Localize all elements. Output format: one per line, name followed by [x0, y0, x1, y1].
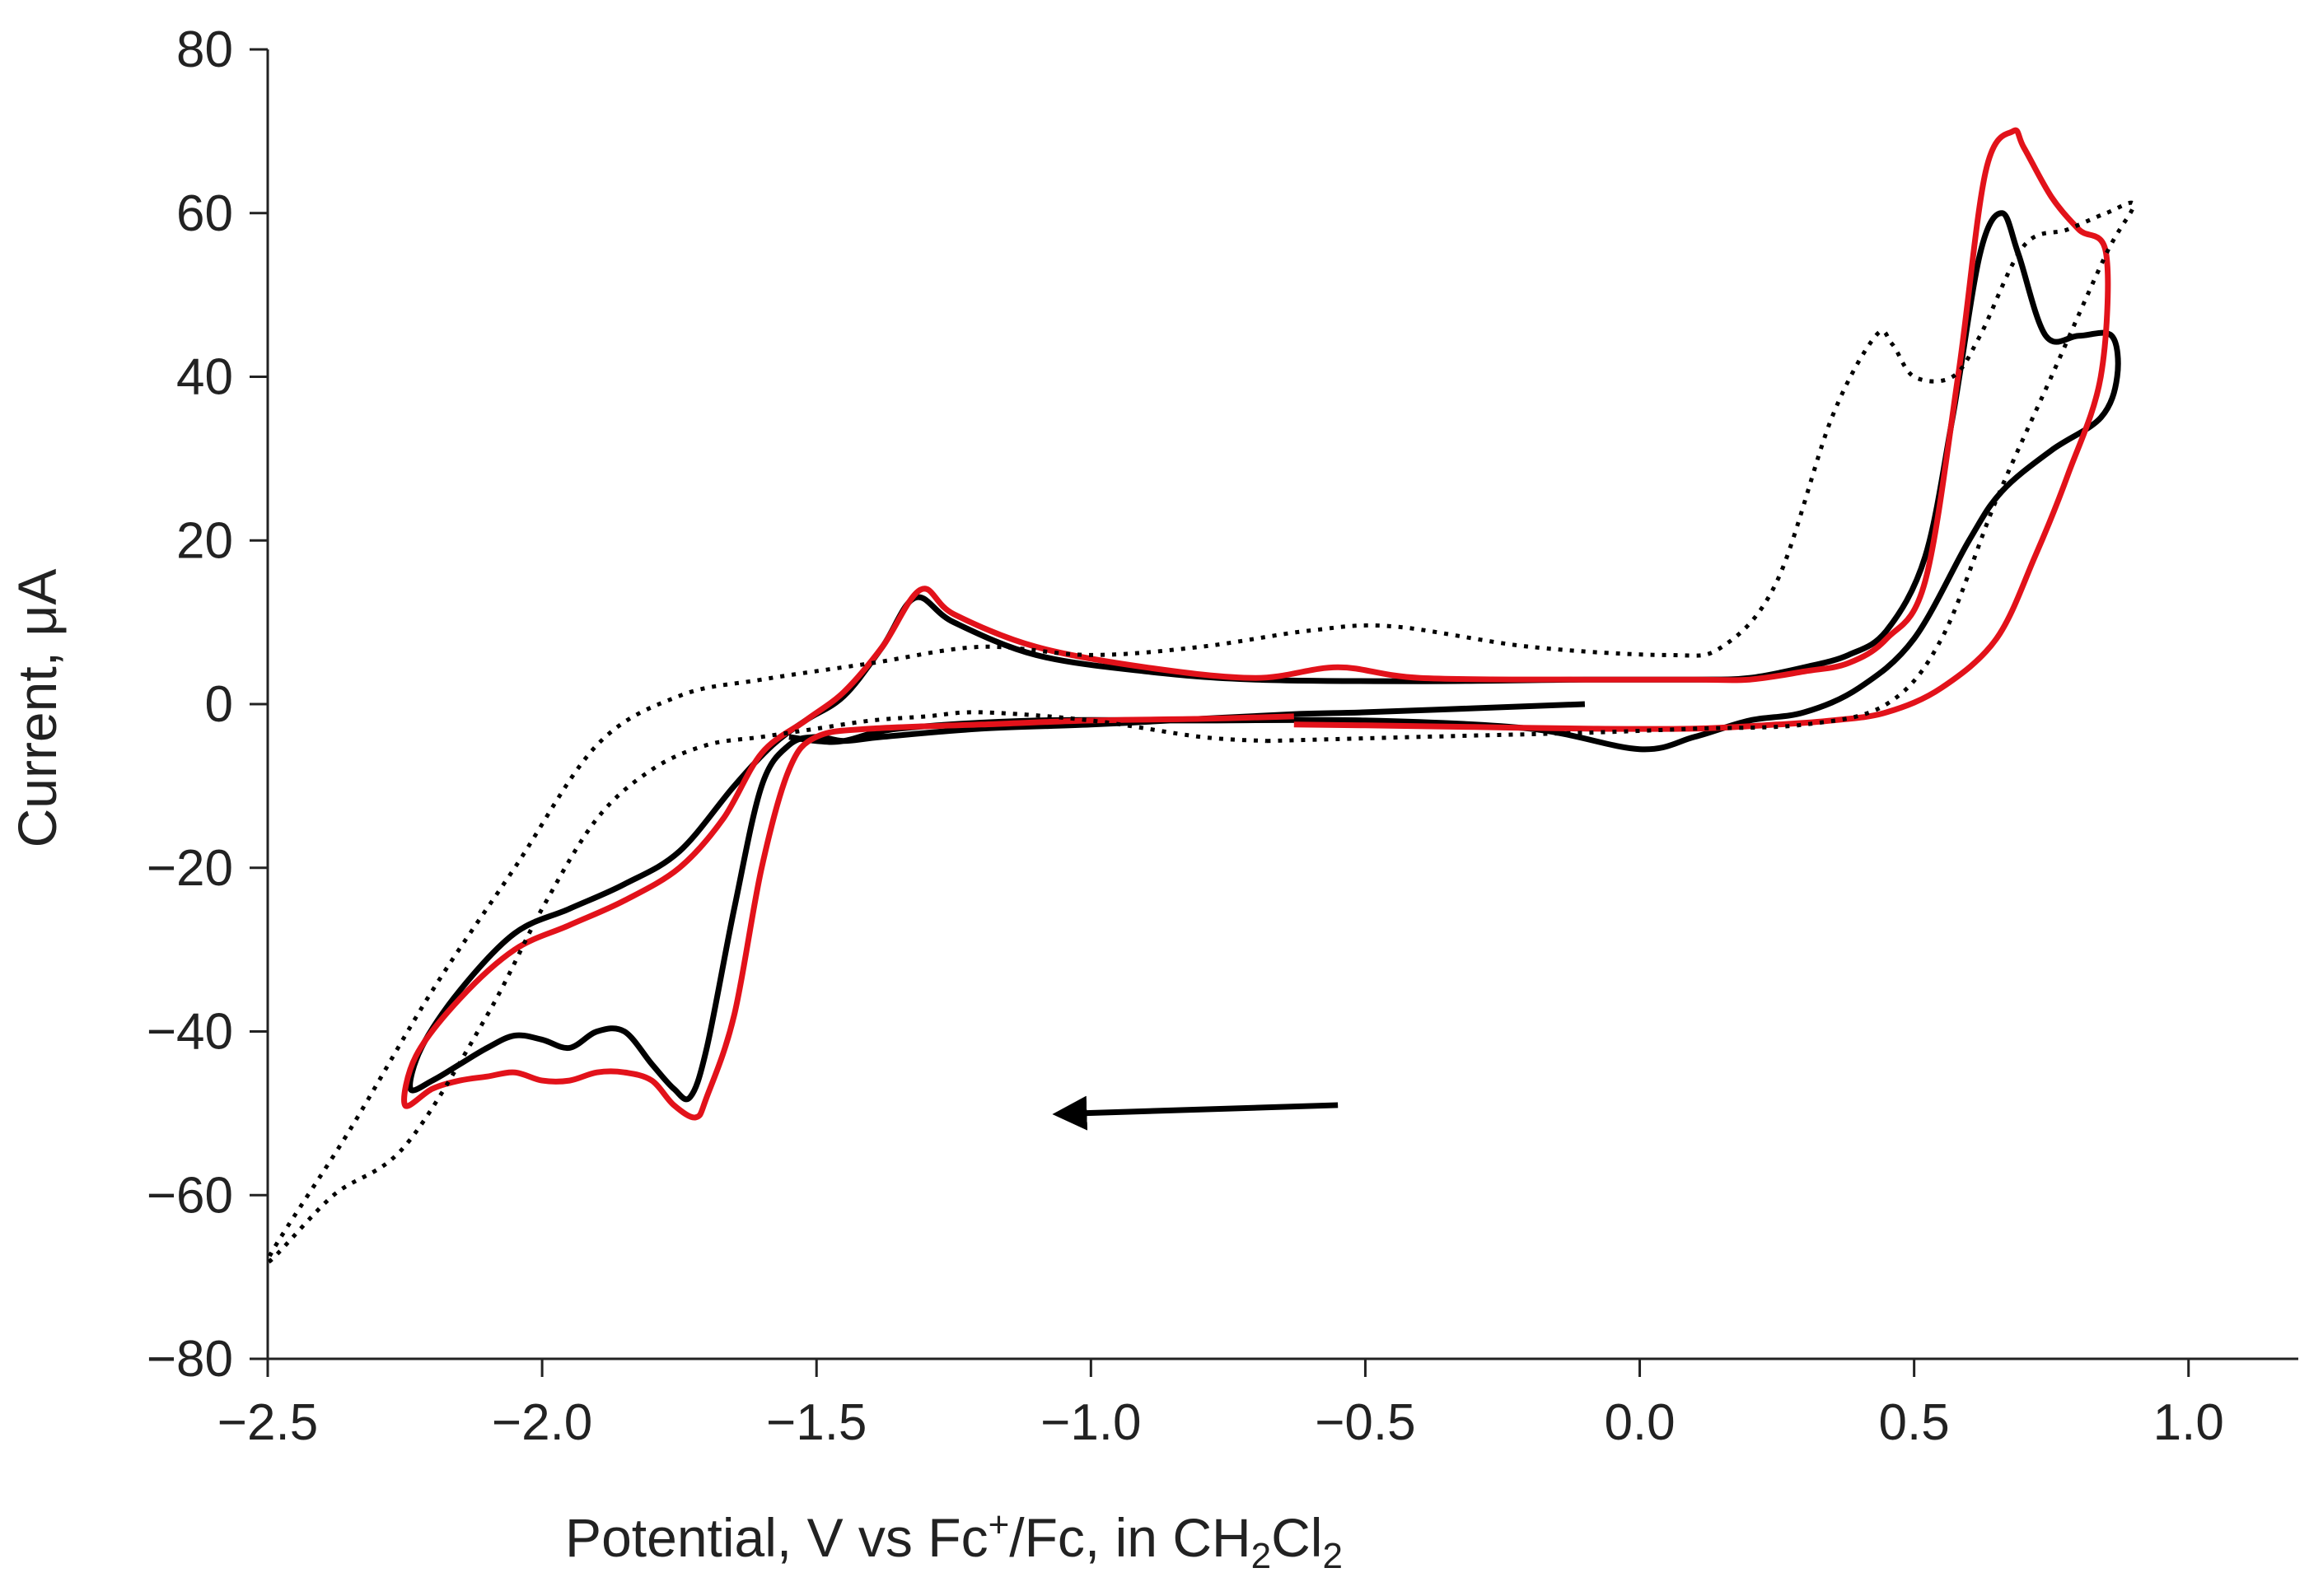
x-tick-label: 1.0 [2153, 1394, 2224, 1451]
scan-direction-arrow [1052, 1095, 1339, 1131]
x-axis-title-mid: /Fc, in CH [1009, 1507, 1250, 1568]
x-tick-label: 0.0 [1604, 1394, 1675, 1451]
y-ticks: 80 60 40 20 0 −20 −40 −60 −80 [147, 21, 268, 1388]
x-tick-label: 0.5 [1879, 1394, 1950, 1451]
x-axis-title: Potential, V vs Fc+/Fc, in CH2Cl2 [565, 1505, 1343, 1576]
series-red-solid [401, 127, 2111, 1121]
x-axis-title-cl: Cl [1271, 1507, 1322, 1568]
x-axis-title-main: Potential, V vs Fc [565, 1507, 989, 1568]
axes: 80 60 40 20 0 −20 −40 −60 −80 −2.5 −2.0 −1.5 −1.0 −0… [147, 21, 2298, 1451]
y-axis-title: Current, μA [7, 569, 68, 848]
y-tick-label: −40 [147, 1004, 233, 1061]
x-axis-title-sup: + [989, 1505, 1010, 1545]
y-tick-label: 20 [176, 512, 233, 569]
x-axis-title-sub2: 2 [1322, 1536, 1342, 1576]
x-axis-title-sub1: 2 [1251, 1536, 1271, 1576]
y-tick-label: −20 [147, 840, 233, 897]
x-tick-label: −2.0 [492, 1394, 592, 1451]
y-tick-label: −60 [147, 1167, 233, 1224]
x-tick-label: −0.5 [1315, 1394, 1415, 1451]
x-tick-label: −2.5 [217, 1394, 318, 1451]
x-ticks: −2.5 −2.0 −1.5 −1.0 −0.5 0.0 0.5 1.0 [217, 1359, 2224, 1451]
x-tick-label: −1.0 [1040, 1394, 1141, 1451]
y-tick-label: 0 [205, 676, 233, 733]
y-tick-label: 60 [176, 185, 233, 242]
y-tick-label: −80 [147, 1331, 233, 1388]
plot-series [265, 127, 2136, 1264]
x-tick-label: −1.5 [766, 1394, 867, 1451]
series-black-solid [407, 210, 2121, 1103]
y-tick-label: 80 [176, 21, 233, 78]
y-tick-label: 40 [176, 349, 233, 406]
